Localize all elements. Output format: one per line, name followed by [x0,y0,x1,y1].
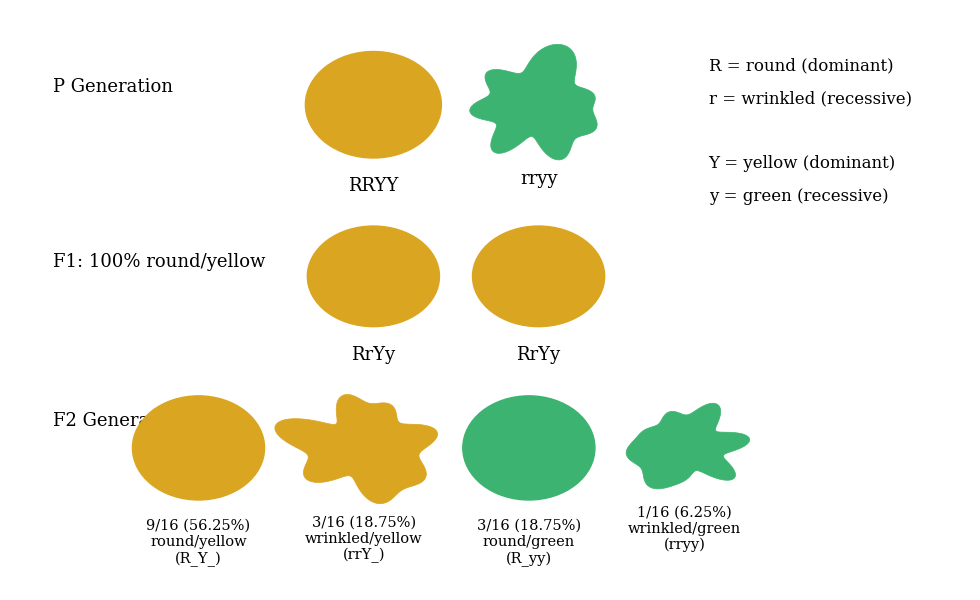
Text: RRYY: RRYY [348,177,399,195]
Ellipse shape [132,396,265,500]
PathPatch shape [626,403,750,489]
Ellipse shape [472,226,605,326]
Text: F2 Generation: F2 Generation [53,412,184,430]
Text: Y = yellow (dominant): Y = yellow (dominant) [709,155,896,172]
Text: RrYy: RrYy [352,346,396,364]
Text: r = wrinkled (recessive): r = wrinkled (recessive) [709,90,911,107]
Text: 3/16 (18.75%)
wrinkled/yellow
(rrY_): 3/16 (18.75%) wrinkled/yellow (rrY_) [305,515,422,563]
PathPatch shape [274,394,437,503]
Text: F1: 100% round/yellow: F1: 100% round/yellow [53,253,266,271]
Text: 9/16 (56.25%)
round/yellow
(R_Y_): 9/16 (56.25%) round/yellow (R_Y_) [146,519,251,566]
Text: 1/16 (6.25%)
wrinkled/green
(rryy): 1/16 (6.25%) wrinkled/green (rryy) [628,505,741,552]
Text: RrYy: RrYy [516,346,561,364]
Text: y = green (recessive): y = green (recessive) [709,188,888,205]
PathPatch shape [469,44,597,160]
Text: P Generation: P Generation [53,78,172,96]
Ellipse shape [308,226,439,326]
Ellipse shape [463,396,595,500]
Text: 3/16 (18.75%)
round/green
(R_yy): 3/16 (18.75%) round/green (R_yy) [477,519,581,566]
Ellipse shape [306,52,441,158]
Text: R = round (dominant): R = round (dominant) [709,58,893,74]
Text: rryy: rryy [519,170,558,188]
